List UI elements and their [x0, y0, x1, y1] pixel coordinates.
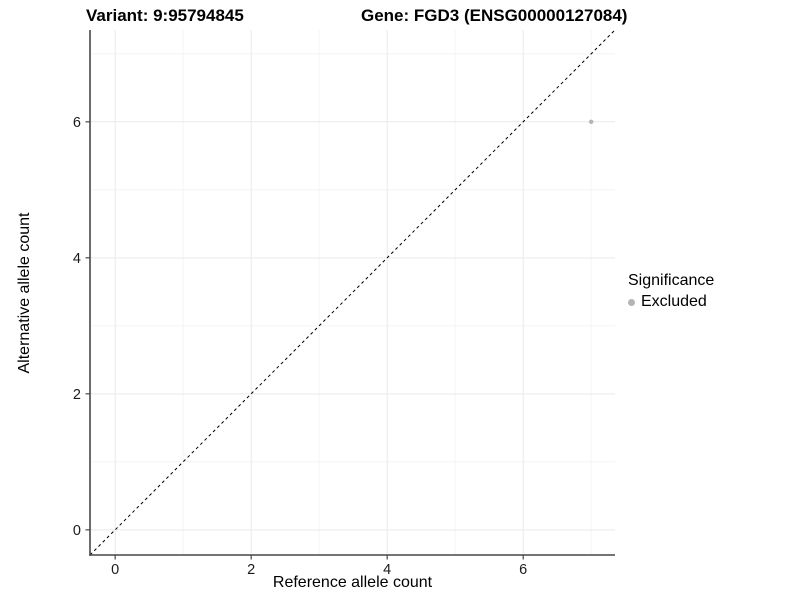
y-tick-label: 6: [73, 115, 81, 131]
data-point: [588, 119, 594, 125]
legend-title: Significance: [628, 272, 715, 289]
y-tick-label: 2: [73, 387, 81, 403]
plot-title-gene: Gene: FGD3 (ENSG00000127084): [361, 6, 628, 25]
x-axis-title: Reference allele count: [272, 574, 433, 591]
identity-reference-line: [89, 29, 616, 556]
plot-title-variant: Variant: 9:95794845: [86, 6, 244, 25]
legend: Significance Excluded: [628, 271, 714, 311]
legend-item-excluded: Excluded: [628, 293, 714, 311]
y-tick-label: 4: [73, 251, 81, 267]
x-tick-label: 6: [519, 562, 527, 578]
excluded-point-icon: [628, 298, 635, 306]
legend-item-label: Excluded: [641, 293, 707, 310]
x-tick-label: 0: [111, 562, 119, 578]
x-tick-label: 4: [383, 562, 391, 578]
y-tick-label: 0: [73, 523, 81, 539]
y-axis-title: Alternative allele count: [16, 212, 33, 374]
x-tick-label: 2: [247, 562, 255, 578]
